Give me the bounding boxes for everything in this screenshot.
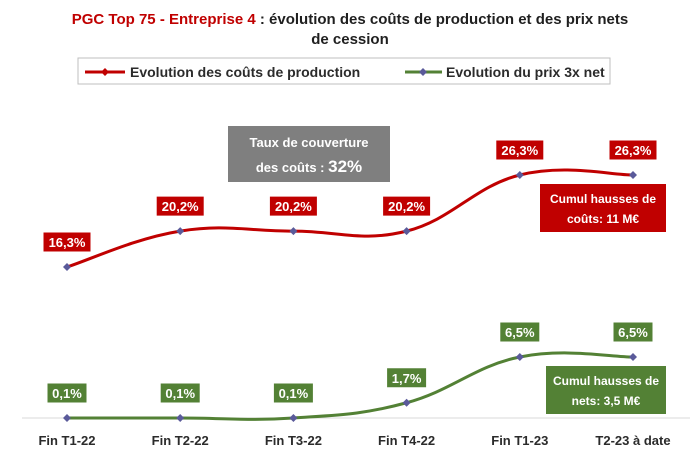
data-label-price-4: 6,5%	[499, 321, 541, 343]
data-labels-layer: 16,3% 20,2% 20,2% 20,2% 26,3% 26,3% 0,1% 0,1% 0,…	[42, 139, 658, 404]
data-label-costs-0: 16,3%	[42, 231, 92, 253]
data-label-box	[612, 321, 654, 343]
chart-title-line1: PGC Top 75 - Entreprise 4 : évolution de…	[72, 11, 628, 28]
data-label-text: 1,7%	[392, 371, 422, 386]
point-price-5	[629, 353, 637, 361]
series-line-price	[67, 351, 634, 421]
point-price-0	[63, 414, 71, 422]
data-label-costs-4: 26,3%	[495, 139, 545, 161]
point-price-4	[515, 353, 524, 361]
legend-marker-price	[419, 68, 427, 76]
legend-item-costs: Evolution des coûts de production	[85, 64, 360, 80]
annotation-coverage-box	[228, 126, 390, 182]
annotation-nets-line2: nets: 3,5 M€	[572, 394, 641, 408]
point-price-3	[402, 398, 411, 407]
series-layer	[63, 168, 637, 422]
data-label-box	[46, 382, 88, 404]
data-label-text: 16,3%	[49, 235, 86, 250]
point-price-2	[289, 414, 298, 422]
data-label-box	[382, 195, 432, 217]
data-label-box	[499, 321, 541, 343]
chart-title-part1: PGC Top 75 - Entreprise 4	[72, 11, 257, 28]
annotation-coverage-prefix: des coûts :	[256, 160, 328, 175]
chart-title-part2: : évolution des coûts de production et d…	[256, 11, 629, 28]
x-tick-label: Fin T3-22	[265, 433, 322, 448]
data-label-text: 20,2%	[162, 199, 199, 214]
data-label-costs-2: 20,2%	[268, 195, 318, 217]
annotation-coverage-line1: Taux de couverture	[250, 135, 369, 150]
x-axis-ticks: Fin T1-22 Fin T2-22 Fin T3-22 Fin T4-22 Fin …	[38, 433, 670, 448]
data-label-price-2: 0,1%	[272, 382, 314, 404]
legend-item-price: Evolution du prix 3x net	[405, 64, 605, 80]
data-label-box	[42, 231, 92, 253]
data-label-box	[159, 382, 201, 404]
point-costs-3	[402, 227, 411, 236]
data-label-box	[155, 195, 205, 217]
legend-label-price: Evolution du prix 3x net	[446, 64, 605, 80]
annotation-nets-line1: Cumul hausses de	[553, 374, 659, 388]
x-tick-label: T2-23 à date	[595, 433, 670, 448]
data-label-text: 26,3%	[501, 143, 538, 158]
data-label-box	[495, 139, 545, 161]
data-label-box	[608, 139, 658, 161]
data-label-box	[386, 367, 428, 389]
annotation-coverage-line2: des coûts : 32%	[256, 157, 362, 176]
annotation-costs-line2: coûts: 11 M€	[567, 212, 639, 226]
legend: Evolution des coûts de production Evolut…	[77, 57, 611, 85]
data-label-text: 0,1%	[279, 386, 309, 401]
annotation-costs: Cumul hausses de coûts: 11 M€	[540, 184, 666, 232]
annotation-coverage-value: 32%	[328, 157, 362, 176]
data-label-costs-3: 20,2%	[382, 195, 432, 217]
data-label-text: 26,3%	[615, 143, 652, 158]
data-label-price-1: 0,1%	[159, 382, 201, 404]
data-label-price-5: 6,5%	[612, 321, 654, 343]
data-label-text: 20,2%	[275, 199, 312, 214]
legend-box	[77, 57, 611, 85]
legend-marker-costs	[101, 68, 109, 76]
legend-label-costs: Evolution des coûts de production	[130, 64, 360, 80]
data-label-text: 0,1%	[165, 386, 195, 401]
data-label-text: 20,2%	[388, 199, 425, 214]
annotation-nets-box	[546, 366, 666, 414]
annotation-coverage: Taux de couverture des coûts : 32%	[228, 126, 390, 182]
annotation-nets: Cumul hausses de nets: 3,5 M€	[546, 366, 666, 414]
data-label-text: 6,5%	[618, 325, 648, 340]
data-label-box	[272, 382, 314, 404]
point-costs-5	[629, 171, 637, 179]
data-label-text: 6,5%	[505, 325, 535, 340]
point-costs-2	[289, 227, 298, 236]
x-tick-label: Fin T1-22	[38, 433, 95, 448]
point-costs-4	[515, 171, 524, 179]
data-label-costs-5: 26,3%	[608, 139, 658, 161]
x-tick-label: Fin T4-22	[378, 433, 435, 448]
series-line-costs	[66, 168, 634, 269]
x-tick-label: Fin T1-23	[491, 433, 548, 448]
point-costs-0	[63, 263, 71, 271]
annotation-costs-line1: Cumul hausses de	[550, 192, 656, 206]
chart-title-line2: de cession	[311, 31, 389, 48]
x-tick-label: Fin T2-22	[152, 433, 209, 448]
data-label-text: 0,1%	[52, 386, 82, 401]
data-label-box	[268, 195, 318, 217]
point-price-1	[176, 414, 185, 422]
annotation-costs-box	[540, 184, 666, 232]
point-costs-1	[176, 227, 185, 236]
data-label-costs-1: 20,2%	[155, 195, 205, 217]
data-label-price-3: 1,7%	[386, 367, 428, 389]
data-label-price-0: 0,1%	[46, 382, 88, 404]
